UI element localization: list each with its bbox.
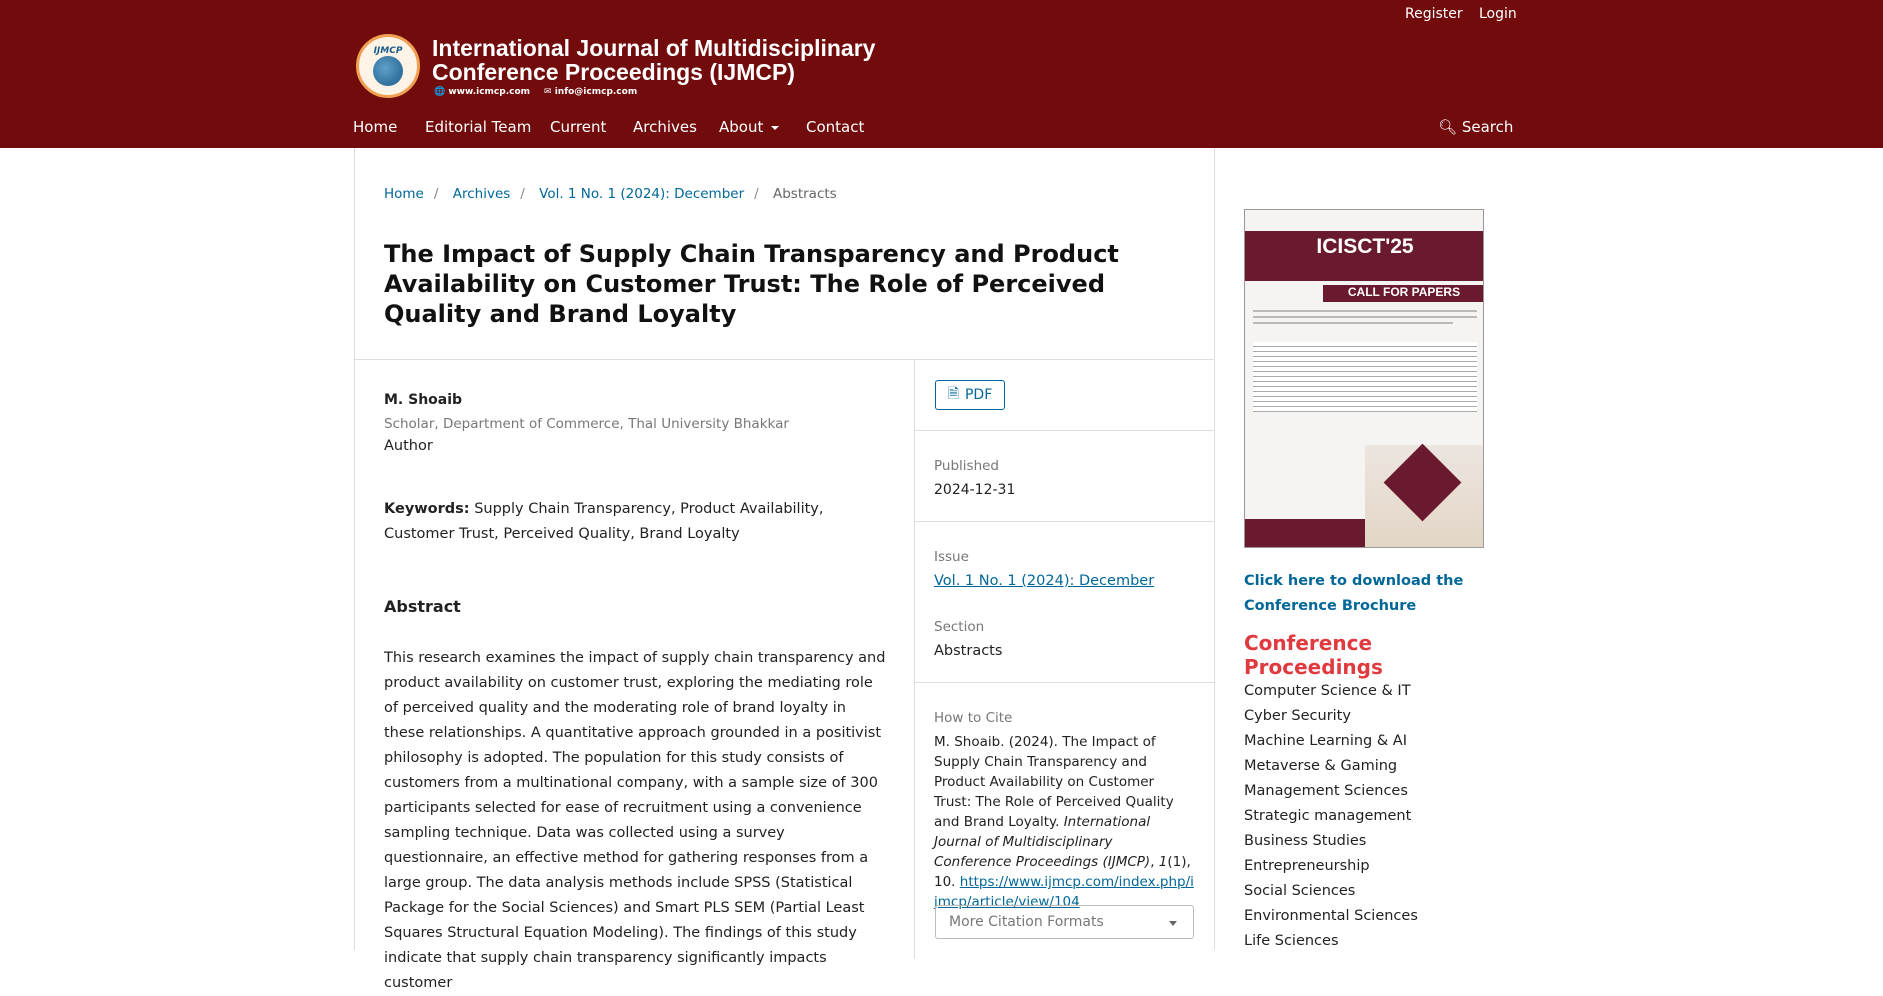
pdf-label: PDF [964,387,993,403]
section: Section Abstracts [934,619,1002,659]
proceedings-item[interactable]: Social Sciences [1244,883,1356,899]
register-link[interactable]: Register [1405,6,1463,22]
breadcrumb-archives[interactable]: Archives [452,186,511,202]
poster-title: ICISCT'25 [1316,235,1414,258]
poster-subtitle: CALL FOR PAPERS [1323,285,1483,302]
site-contacts: 🌐 www.icmcp.com ✉ info@icmcp.com [434,87,637,97]
nav-about-label: About [719,118,764,136]
proceedings-item[interactable]: Business Studies [1244,833,1367,849]
section-value: Abstracts [934,643,1003,659]
search-label: Search [1461,118,1514,136]
breadcrumb-current: Abstracts [772,186,837,202]
proceedings-item[interactable]: Machine Learning & AI [1244,733,1407,749]
proceedings-list: Computer Science & IT Cyber Security Mac… [1244,679,1418,954]
poster-topics [1253,342,1477,412]
issue: Issue Vol. 1 No. 1 (2024): December [934,549,1154,589]
proceedings-item[interactable]: Environmental Sciences [1244,908,1418,924]
column-divider [914,359,915,959]
conference-poster-image[interactable]: ICISCT'25 CALL FOR PAPERS [1244,209,1484,548]
citation-formats-dropdown[interactable]: More Citation Formats [935,905,1194,939]
website-text: 🌐 www.icmcp.com [434,87,531,97]
author-role: Author [384,438,433,454]
email-text: ✉ info@icmcp.com [544,87,638,97]
login-link[interactable]: Login [1479,6,1517,22]
site-header: Register Login IJMCP International Journ… [0,0,1883,148]
proceedings-item[interactable]: Metaverse & Gaming [1244,758,1398,774]
article-details-left: M. Shoaib Scholar, Department of Commerc… [384,392,885,996]
logo-text: IJMCP [373,46,403,56]
divider [915,682,1214,683]
site-title[interactable]: International Journal of Multidisciplina… [432,36,875,84]
nav-contact[interactable]: Contact [806,118,865,136]
divider [915,521,1214,522]
proceedings-heading: Conference Proceedings [1244,631,1383,679]
abstract-text: This research examines the impact of sup… [384,650,886,991]
issue-label: Issue [934,549,969,565]
citation-formats-label: More Citation Formats [949,914,1104,930]
proceedings-item[interactable]: Computer Science & IT [1244,683,1411,699]
search-link[interactable]: 🔍︎ Search [1438,118,1513,136]
poster-text [1253,322,1453,324]
divider [355,359,1214,360]
nav-archives[interactable]: Archives [633,118,697,136]
caret-down-icon [771,125,780,130]
citation-text: M. Shoaib. (2024). The Impact of Supply … [934,734,1174,830]
keywords-label: Keywords: [384,501,470,517]
proceedings-item[interactable]: Cyber Security [1244,708,1351,724]
published-date: 2024-12-31 [934,482,1016,498]
nav-current[interactable]: Current [550,118,607,136]
issue-link[interactable]: Vol. 1 No. 1 (2024): December [934,573,1155,589]
nav-about[interactable]: About [719,118,780,136]
globe-icon [373,56,403,86]
file-icon: 🗎 [947,386,959,402]
citation-journal: International Journal of Multidisciplina… [934,814,1151,870]
author-name: M. Shoaib [384,392,463,408]
poster-footer [1245,519,1365,547]
citation-sep: , [1150,854,1159,870]
site-title-line2: Conference Proceedings (IJMCP) [432,59,795,85]
how-to-cite-label: How to Cite [934,710,1013,726]
nav-home[interactable]: Home [353,118,398,136]
pdf-download-button[interactable]: 🗎 PDF [935,380,1005,410]
published-label: Published [934,458,999,474]
brochure-download-link[interactable]: Click here to download the Conference Br… [1244,573,1464,614]
proceedings-item[interactable]: Strategic management [1244,808,1412,824]
citation: M. Shoaib. (2024). The Impact of Supply … [934,732,1194,912]
citation-volume: 1 [1158,854,1168,870]
nav-editorial-team[interactable]: Editorial Team [425,118,532,136]
article-title: The Impact of Supply Chain Transparency … [384,240,1119,328]
author-affiliation: Scholar, Department of Commerce, Thal Un… [384,416,789,432]
section-label: Section [934,619,985,635]
journal-logo[interactable]: IJMCP [356,34,420,98]
site-title-line1: International Journal of Multidisciplina… [432,35,876,61]
article-main: Home / Archives / Vol. 1 No. 1 (2024): Dec… [354,148,1215,991]
breadcrumb: Home / Archives / Vol. 1 No. 1 (2024): Dec… [384,186,837,202]
chevron-down-icon [1169,921,1177,926]
proceedings-item[interactable]: Life Sciences [1244,933,1339,949]
poster-text [1253,316,1477,318]
keywords-value: Supply Chain Transparency, Product Avail… [384,501,824,542]
keywords: Keywords: Supply Chain Transparency, Pro… [384,497,854,547]
citation-url[interactable]: https://www.ijmcp.com/index.php/ijmcp/ar… [934,874,1194,910]
proceedings-item[interactable]: Management Sciences [1244,783,1408,799]
website: www.icmcp.com [448,87,531,97]
breadcrumb-issue[interactable]: Vol. 1 No. 1 (2024): December [539,186,745,202]
abstract-heading: Abstract [384,597,461,616]
breadcrumb-home[interactable]: Home [384,186,424,202]
citation-rest: (1), 10. [934,854,1191,890]
divider [915,430,1214,431]
published: Published 2024-12-31 [934,458,1015,498]
email: info@icmcp.com [554,87,638,97]
poster-text [1253,310,1477,312]
proceedings-item[interactable]: Entrepreneurship [1244,858,1370,874]
poster-header: ICISCT'25 [1245,231,1483,281]
search-icon: 🔍︎ [1438,118,1458,136]
